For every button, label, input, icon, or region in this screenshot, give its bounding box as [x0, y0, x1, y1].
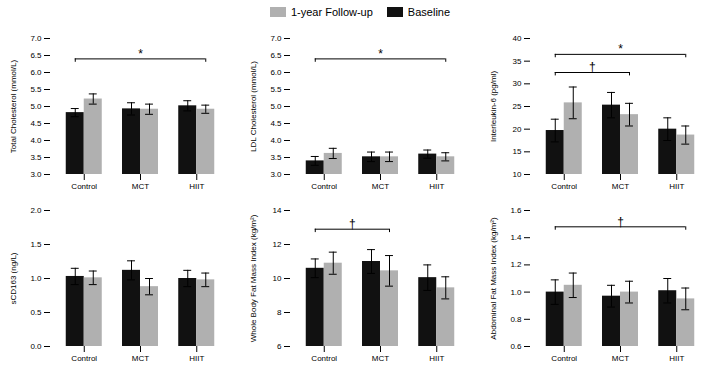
svg-text:40: 40	[513, 34, 522, 43]
svg-text:3.5: 3.5	[30, 153, 42, 162]
html-text:Baseline: Baseline	[407, 6, 451, 18]
svg-text:0.5: 0.5	[30, 308, 42, 317]
svg-text:6.5: 6.5	[30, 51, 42, 60]
svg-text:Total Cholesterol (mmol/L): Total Cholesterol (mmol/L)	[9, 59, 18, 153]
svg-text:30: 30	[513, 79, 522, 88]
svg-text:14: 14	[273, 206, 282, 215]
svg-text:2.0: 2.0	[30, 206, 42, 215]
svg-text:MCT: MCT	[372, 182, 389, 191]
svg-text:7.0: 7.0	[270, 34, 282, 43]
svg-text:0.6: 0.6	[510, 342, 522, 351]
svg-text:HIIT: HIIT	[669, 182, 684, 191]
svg-text:†: †	[349, 217, 356, 231]
svg-text:MCT: MCT	[612, 182, 629, 191]
svg-text:6.0: 6.0	[270, 68, 282, 77]
svg-text:1.0: 1.0	[30, 274, 42, 283]
svg-text:6: 6	[277, 342, 282, 351]
svg-text:*: *	[138, 47, 143, 61]
svg-text:0.0: 0.0	[30, 342, 42, 351]
svg-text:HIIT: HIIT	[429, 354, 444, 363]
svg-text:25: 25	[513, 102, 522, 111]
svg-text:*: *	[378, 47, 383, 61]
svg-text:Control: Control	[71, 182, 97, 191]
svg-text:12: 12	[273, 240, 282, 249]
svg-text:35: 35	[513, 57, 522, 66]
svg-text:3.0: 3.0	[30, 170, 42, 179]
svg-text:MCT: MCT	[612, 354, 629, 363]
svg-text:HIIT: HIIT	[189, 354, 204, 363]
svg-text:4.5: 4.5	[270, 119, 282, 128]
svg-text:3.5: 3.5	[270, 153, 282, 162]
svg-text:Control: Control	[551, 182, 577, 191]
svg-text:HIIT: HIIT	[429, 182, 444, 191]
svg-text:MCT: MCT	[132, 182, 149, 191]
svg-text:10: 10	[513, 170, 522, 179]
svg-text:1.4: 1.4	[510, 233, 522, 242]
svg-text:5.5: 5.5	[270, 85, 282, 94]
html-text:1-year Follow-up: 1-year Follow-up	[290, 6, 373, 18]
svg-text:5.0: 5.0	[270, 102, 282, 111]
svg-text:1.5: 1.5	[30, 240, 42, 249]
svg-text:15: 15	[513, 147, 522, 156]
svg-text:Control: Control	[311, 182, 337, 191]
svg-text:1.6: 1.6	[510, 206, 522, 215]
svg-text:LDL Cholesterol (mmol/L): LDL Cholesterol (mmol/L)	[249, 61, 258, 152]
svg-text:1.2: 1.2	[510, 260, 522, 269]
svg-text:7.0: 7.0	[30, 34, 42, 43]
svg-text:8: 8	[277, 308, 282, 317]
svg-text:10: 10	[273, 274, 282, 283]
svg-text:MCT: MCT	[132, 354, 149, 363]
svg-text:5.5: 5.5	[30, 85, 42, 94]
svg-text:0.8: 0.8	[510, 315, 522, 324]
svg-text:†: †	[617, 215, 624, 229]
svg-text:*: *	[618, 42, 623, 56]
svg-text:4.0: 4.0	[270, 136, 282, 145]
svg-text:Control: Control	[311, 354, 337, 363]
svg-text:MCT: MCT	[372, 354, 389, 363]
svg-text:6.5: 6.5	[270, 51, 282, 60]
svg-text:1.0: 1.0	[510, 288, 522, 297]
svg-text:4.5: 4.5	[30, 119, 42, 128]
svg-text:†: †	[589, 60, 596, 74]
svg-text:5.0: 5.0	[30, 102, 42, 111]
svg-text:Whole Body Fat Mass Index (kg/: Whole Body Fat Mass Index (kg/m²)	[249, 214, 258, 342]
svg-text:Abdominal Fat Mass Index (kg/m: Abdominal Fat Mass Index (kg/m²)	[489, 217, 498, 340]
svg-text:Control: Control	[551, 354, 577, 363]
svg-text:HIIT: HIIT	[669, 354, 684, 363]
svg-text:4.0: 4.0	[30, 136, 42, 145]
svg-text:HIIT: HIIT	[189, 182, 204, 191]
svg-text:20: 20	[513, 125, 522, 134]
svg-text:6.0: 6.0	[30, 68, 42, 77]
svg-text:sCD163 (ng/L): sCD163 (ng/L)	[9, 252, 18, 304]
svg-text:Control: Control	[71, 354, 97, 363]
svg-text:3.0: 3.0	[270, 170, 282, 179]
svg-text:Interleukin-6 (pg/ml): Interleukin-6 (pg/ml)	[489, 71, 498, 142]
